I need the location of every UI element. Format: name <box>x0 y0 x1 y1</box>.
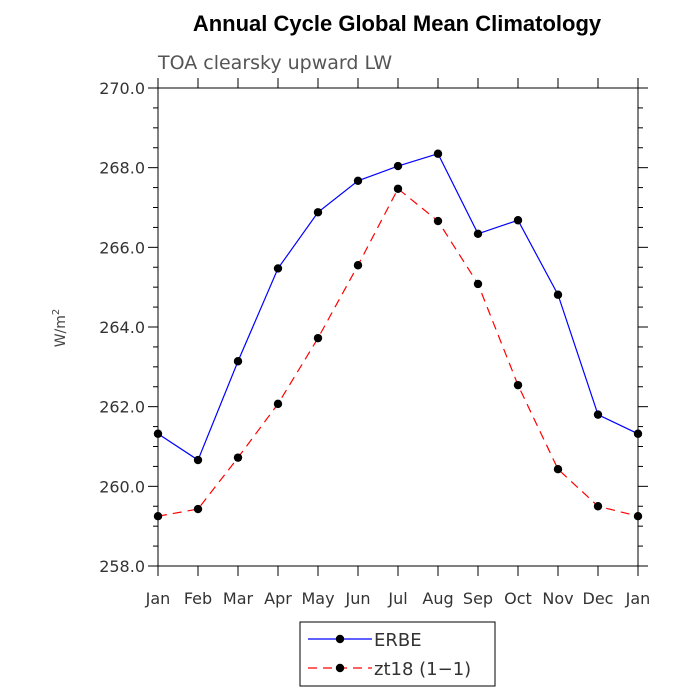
x-tick-label: Feb <box>184 589 212 608</box>
data-point <box>593 502 603 511</box>
data-point <box>513 216 523 225</box>
y-axis-label-superscript: 2 <box>51 309 62 315</box>
legend: ERBE zt18 (1−1) <box>299 621 496 687</box>
data-point <box>553 465 563 474</box>
series-line-0 <box>157 153 639 461</box>
y-axis-label-base: W/m <box>53 315 69 347</box>
series-line-1 <box>157 187 639 517</box>
y-tick-label: 260.0 <box>99 477 145 496</box>
data-point <box>233 453 243 462</box>
x-tick-label: Sep <box>463 589 493 608</box>
x-tick-label: Aug <box>422 589 453 608</box>
x-tick-label: Jul <box>387 589 407 608</box>
data-point <box>153 512 163 521</box>
data-point <box>393 161 403 171</box>
data-point <box>513 380 523 390</box>
data-point <box>473 229 483 238</box>
plot-frame <box>157 87 639 567</box>
data-point <box>433 216 443 226</box>
data-point <box>313 208 323 217</box>
x-tick-label: Mar <box>223 589 254 608</box>
y-tick-label: 268.0 <box>99 159 145 178</box>
x-tick-label: Apr <box>264 589 292 608</box>
x-tick-label: Oct <box>504 589 532 608</box>
legend-marker-1 <box>335 663 345 673</box>
x-tick-label: May <box>301 589 334 608</box>
y-tick-label: 258.0 <box>99 557 145 576</box>
data-point <box>273 264 283 273</box>
data-point <box>313 333 323 343</box>
data-point <box>153 429 163 438</box>
data-point <box>193 455 203 465</box>
legend-label-0: ERBE <box>374 630 422 651</box>
data-point <box>233 357 243 366</box>
data-point <box>273 399 283 409</box>
chart-title: Annual Cycle Global Mean Climatology <box>193 11 602 36</box>
legend-marker-0 <box>335 634 345 644</box>
legend-box <box>299 621 496 687</box>
y-axis-label: W/m2 <box>51 309 69 348</box>
data-point <box>433 149 443 158</box>
chart-subtitle: TOA clearsky upward LW <box>157 52 392 74</box>
data-point <box>633 512 643 521</box>
data-point <box>393 184 403 193</box>
data-point <box>353 261 363 270</box>
data-point <box>553 290 563 299</box>
data-point <box>193 504 203 514</box>
y-tick-label: 264.0 <box>99 318 145 337</box>
x-tick-label: Jan <box>625 589 651 608</box>
x-tick-label: Jan <box>145 589 171 608</box>
x-tick-label: Nov <box>542 589 573 608</box>
data-point <box>593 410 603 419</box>
data-point <box>473 279 483 289</box>
data-point <box>353 176 363 186</box>
data-point <box>633 429 643 438</box>
plot-area: 258.0 260.0 262.0 264.0 266.0 268.0 270.0 Jan Fe… <box>99 78 650 608</box>
y-tick-label: 262.0 <box>99 398 145 417</box>
y-tick-label: 270.0 <box>99 79 145 98</box>
x-tick-label: Jun <box>345 589 371 608</box>
x-tick-label: Dec <box>583 589 614 608</box>
legend-label-1: zt18 (1−1) <box>374 659 471 680</box>
y-tick-label: 266.0 <box>99 238 145 257</box>
